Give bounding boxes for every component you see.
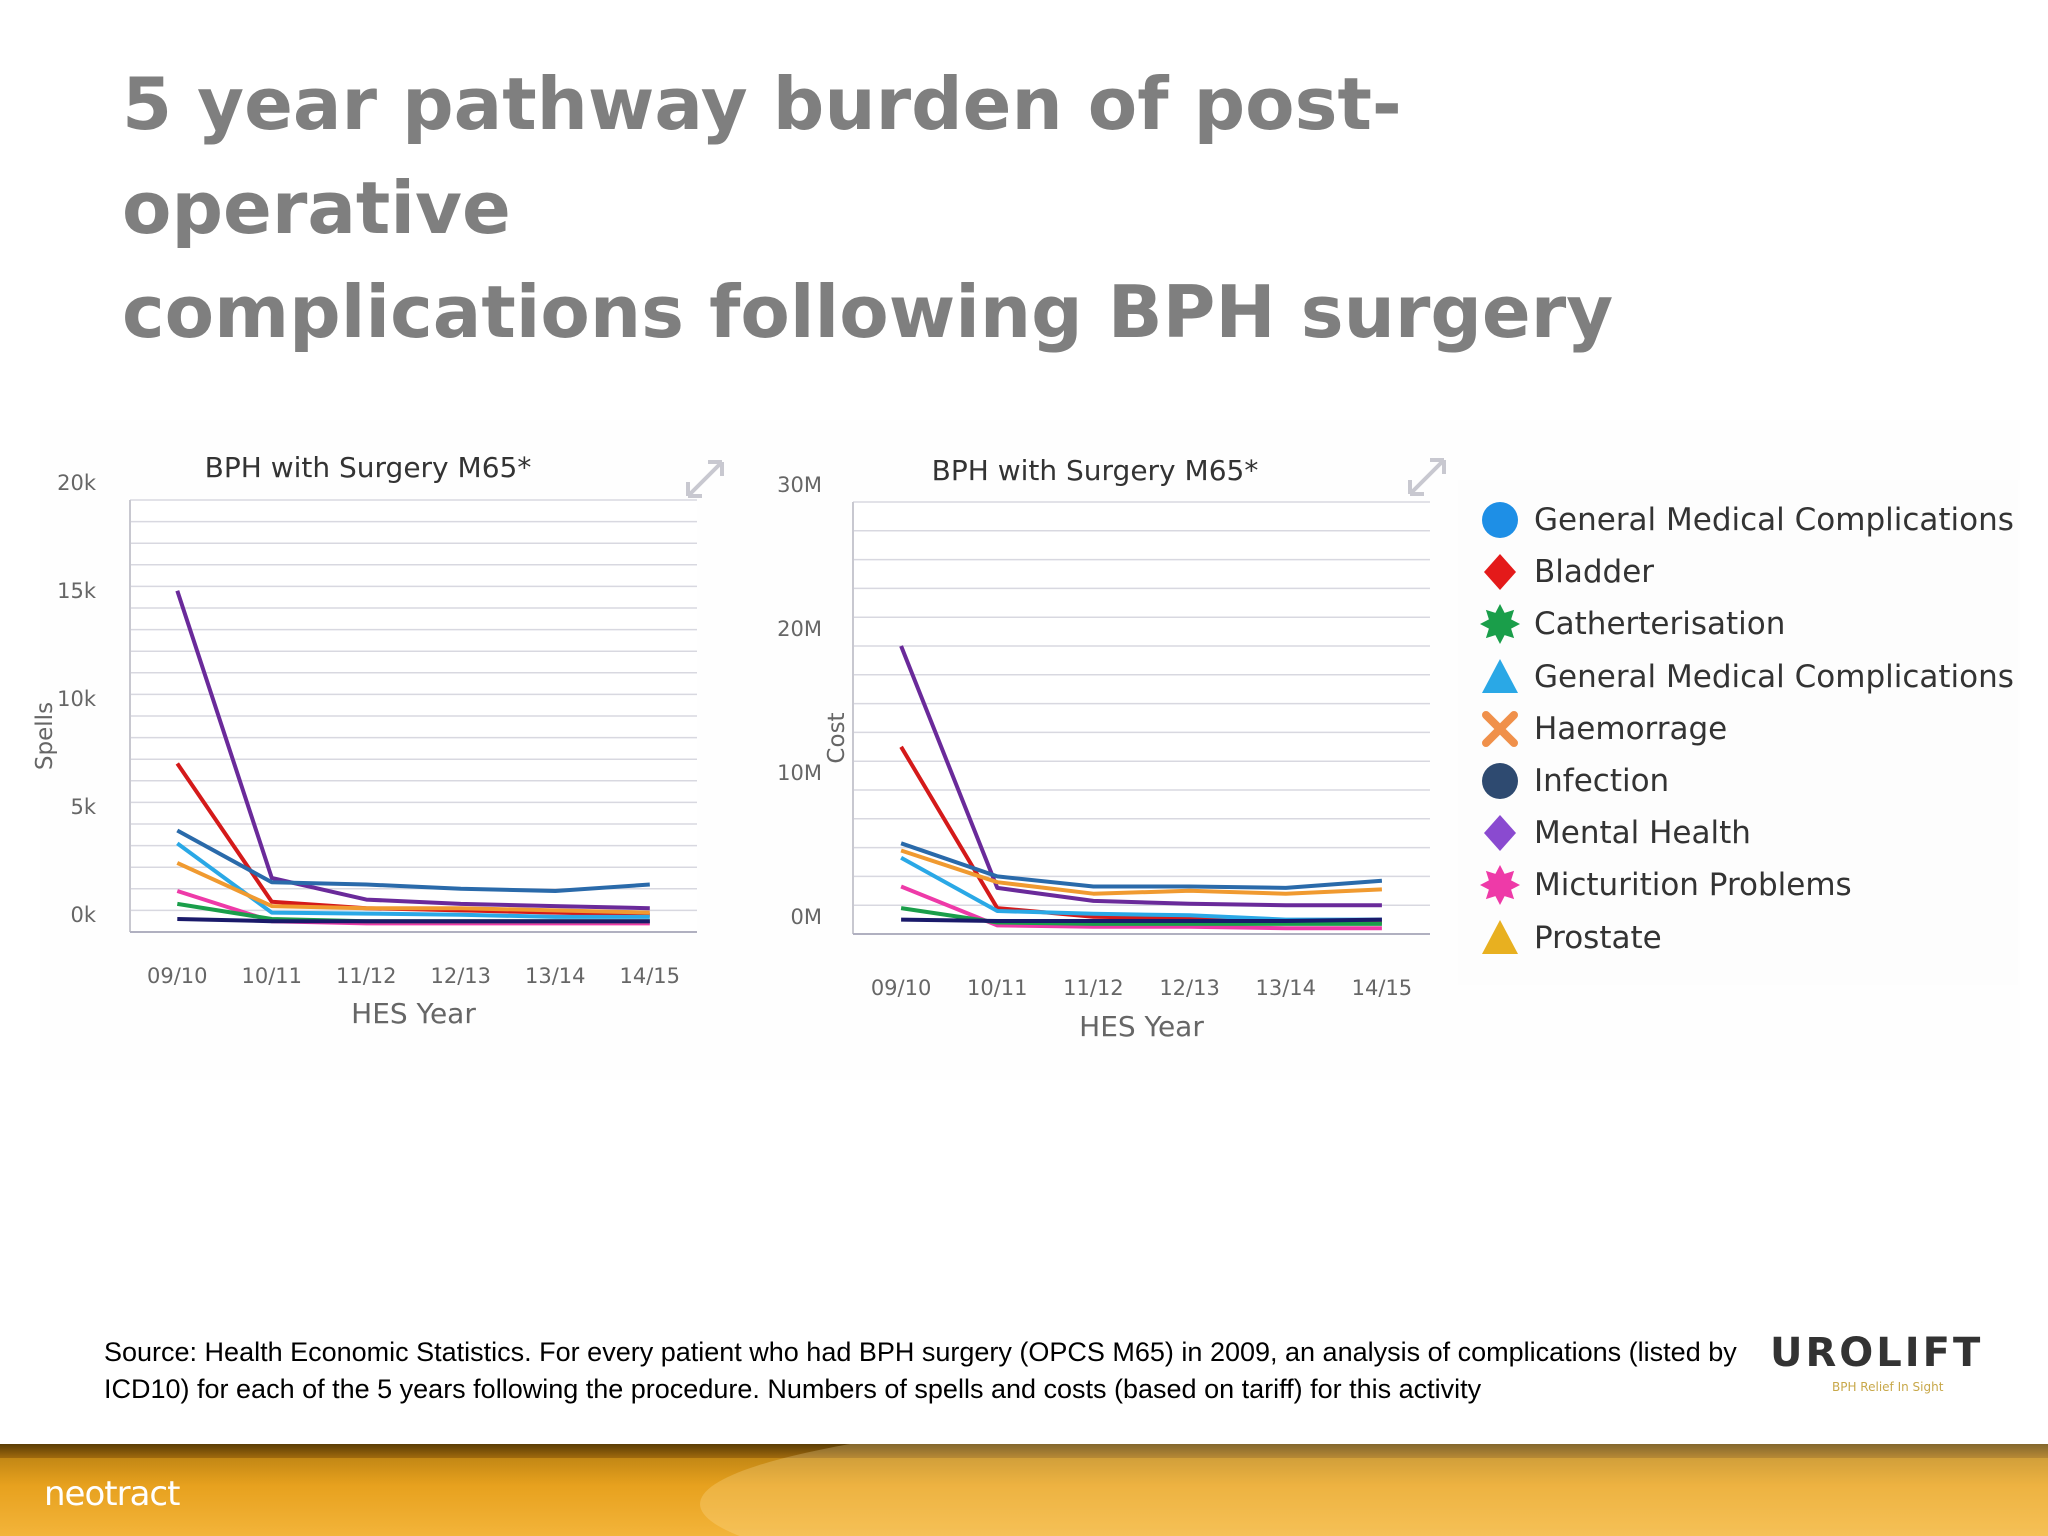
legend-label: Infection — [1534, 763, 1670, 799]
legend-label: General Medical Complications — [1534, 658, 2014, 695]
neotract-logo: neotract — [44, 1474, 180, 1514]
slide-title-line-1: 5 year pathway burden of post-operative — [122, 62, 1402, 250]
series-line-1[interactable] — [899, 645, 1382, 908]
legend-item[interactable]: Catherterisation — [1478, 604, 1786, 645]
triangle-marker-icon — [1482, 658, 1518, 693]
y-tick-label: 15k — [57, 579, 97, 603]
x-tick-label: 11/12 — [1063, 976, 1124, 1000]
series-line-8[interactable] — [177, 917, 650, 924]
diamond-marker-icon — [1484, 554, 1516, 591]
expand-icon[interactable] — [1408, 458, 1446, 496]
footer-shadow — [0, 1444, 2048, 1458]
x-tick-label: 12/13 — [430, 964, 491, 988]
y-axis-label: Cost — [824, 712, 850, 763]
series-line-1[interactable] — [175, 590, 650, 911]
legend-item[interactable]: Mental Health — [1478, 813, 1751, 853]
legend-label: Catherterisation — [1534, 606, 1786, 643]
grid-lines — [130, 499, 697, 933]
y-tick-label: 0k — [70, 903, 96, 927]
legend-label: General Medical Complications — [1534, 502, 2014, 538]
plot-area — [853, 502, 1430, 934]
legend-label: Haemorrage — [1534, 710, 1728, 747]
slide-title: 5 year pathway burden of post-operative … — [122, 52, 1722, 364]
source-note: Source: Health Economic Statistics. For … — [104, 1337, 1737, 1404]
y-tick-label: 30M — [777, 473, 822, 497]
y-tick-label: 20M — [777, 617, 822, 641]
star-marker-icon — [1480, 604, 1520, 645]
cost-chart: BPH with Surgery M65* 0M 10M 20M 30M 09/10 10/… — [777, 454, 1446, 1043]
legend-item[interactable]: General Medical Complications — [1478, 500, 2014, 540]
circle-marker-icon — [1482, 502, 1518, 538]
y-tick-label: 20k — [57, 471, 97, 495]
series-line-4[interactable] — [900, 848, 1382, 896]
legend-label: Prostate — [1534, 919, 1662, 956]
footer-band — [0, 1444, 2048, 1536]
legend-label: Mental Health — [1534, 815, 1751, 852]
series-line-3[interactable] — [900, 841, 1383, 890]
footer-swoosh — [700, 1444, 2048, 1536]
legend-item[interactable]: Haemorrage — [1478, 709, 1727, 749]
x-tick-label: 12/13 — [1159, 976, 1220, 1000]
x-tick-label: 09/10 — [147, 964, 208, 988]
x-tick-label: 09/10 — [871, 976, 932, 1000]
expand-icon[interactable] — [686, 460, 724, 498]
x-tick-label: 10/11 — [241, 964, 302, 988]
urolift-logo-tagline: BPH Relief In Sight — [1832, 1380, 1944, 1394]
y-tick-label: 0M — [791, 905, 822, 929]
series-line-3[interactable] — [176, 828, 650, 893]
x-axis-label: HES Year — [351, 997, 476, 1030]
legend-item[interactable]: Infection — [1478, 761, 1669, 801]
circle-marker-icon — [1482, 763, 1518, 799]
chart-legend: General Medical Complications Bladder Cath… — [1458, 480, 2018, 985]
chart-title: BPH with Surgery M65* — [205, 451, 532, 484]
legend-label: Bladder — [1534, 554, 1655, 591]
spells-chart: BPH with Surgery M65* 0k 5k 10k 15k 20k 09/10 1… — [32, 451, 724, 1030]
triangle-marker-icon — [1482, 919, 1518, 954]
urolift-logo: UROLIFT BPH Relief In Sight — [1770, 1330, 1980, 1402]
x-axis-label: HES Year — [1079, 1010, 1204, 1043]
x-marker-icon — [1482, 710, 1518, 747]
x-tick-label: 14/15 — [1352, 976, 1413, 1000]
x-tick-label: 13/14 — [1255, 976, 1316, 1000]
urolift-logo-wordmark: UROLIFT — [1770, 1330, 1984, 1376]
chart-title: BPH with Surgery M65* — [932, 454, 1259, 487]
y-tick-label: 10k — [57, 687, 97, 711]
x-tick-label: 14/15 — [619, 964, 680, 988]
series-line-5[interactable] — [176, 861, 650, 915]
series-line-8[interactable] — [901, 917, 1382, 923]
star-marker-icon — [1480, 865, 1520, 906]
legend-label: Micturition Problems — [1534, 867, 1852, 904]
legend-item[interactable]: General Medical Complications — [1478, 657, 2014, 697]
legend-item[interactable]: Bladder — [1478, 552, 1654, 592]
slide-title-line-2: complications following BPH surgery — [122, 270, 1614, 354]
y-axis-label: Spells — [32, 702, 58, 770]
y-tick-label: 10M — [777, 761, 822, 785]
legend-item[interactable]: Micturition Problems — [1478, 865, 1852, 906]
x-tick-label: 13/14 — [525, 964, 586, 988]
x-tick-label: 10/11 — [967, 976, 1028, 1000]
legend-item[interactable]: Prostate — [1478, 918, 1662, 958]
x-tick-label: 11/12 — [336, 964, 397, 988]
diamond-marker-icon — [1484, 815, 1516, 852]
y-tick-label: 5k — [70, 795, 96, 819]
